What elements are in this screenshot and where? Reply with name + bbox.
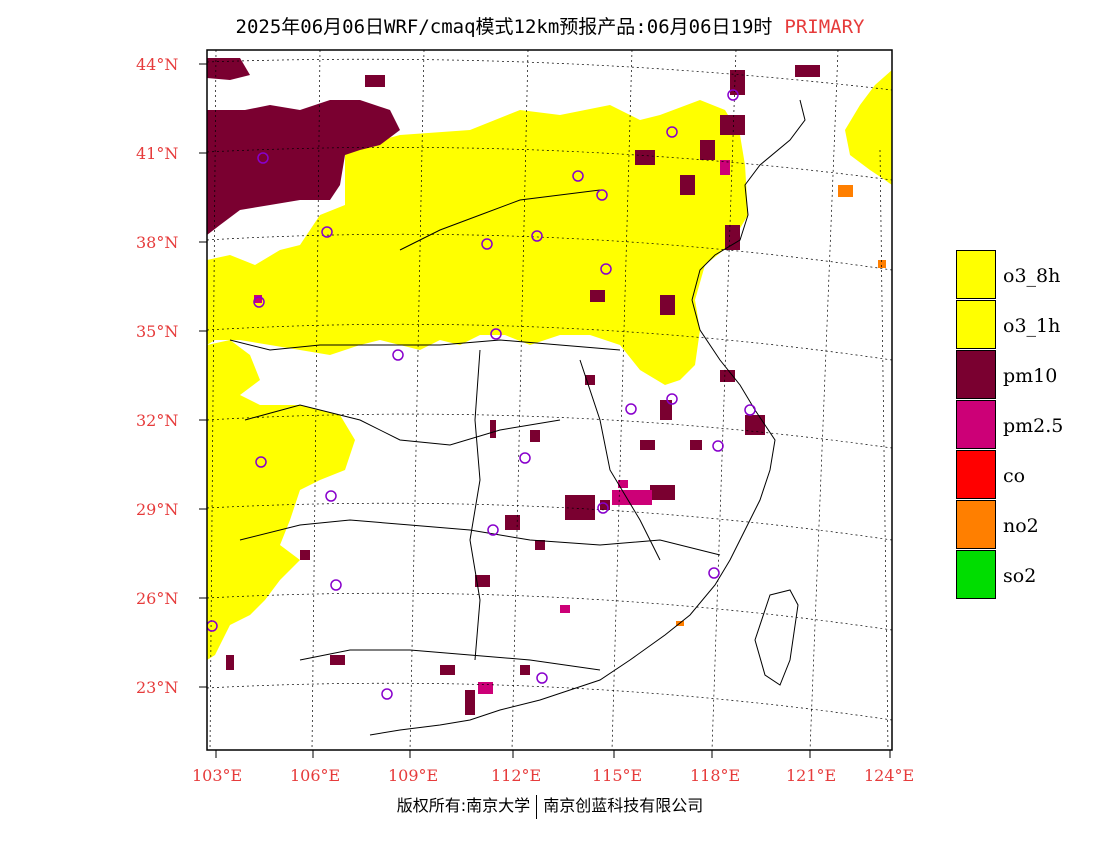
lon-label-103: 103°E xyxy=(192,766,243,785)
lon-label-112: 112°E xyxy=(491,766,542,785)
station-markers xyxy=(207,89,756,700)
footer-left: 版权所有:南京大学 xyxy=(396,796,531,815)
lon-label-121: 121°E xyxy=(786,766,837,785)
lon-label-106: 106°E xyxy=(290,766,341,785)
legend-label-o3-8h: o3_8h xyxy=(1003,265,1061,287)
legend-label-pm10: pm10 xyxy=(1003,365,1058,387)
graticule xyxy=(207,50,892,750)
lon-label-118: 118°E xyxy=(690,766,741,785)
footer-right: 南京创蓝科技有限公司 xyxy=(543,796,704,815)
lat-label-35: 35°N xyxy=(136,322,179,341)
lat-label-23: 23°N xyxy=(136,678,179,697)
pm10-blob-nw xyxy=(207,58,250,80)
o3-region-west xyxy=(207,340,355,660)
lon-label-115: 115°E xyxy=(592,766,643,785)
legend-swatch-pm25 xyxy=(956,400,996,449)
lat-label-41: 41°N xyxy=(136,144,179,163)
o3-region-north xyxy=(207,100,748,385)
footer-separator xyxy=(536,794,538,819)
lat-label-38: 38°N xyxy=(136,233,179,252)
o3-region-northeast xyxy=(845,70,892,185)
legend-label-so2: so2 xyxy=(1003,565,1037,587)
legend-label-o3-1h: o3_1h xyxy=(1003,315,1061,337)
boundaries xyxy=(229,99,806,736)
pm10-region-north xyxy=(207,100,400,235)
copyright-footer: 版权所有:南京大学 南京创蓝科技有限公司 xyxy=(0,792,1100,819)
lat-label-44: 44°N xyxy=(136,55,179,74)
primary-label: PRIMARY xyxy=(784,16,865,38)
map-frame xyxy=(206,49,893,751)
legend-label-no2: no2 xyxy=(1003,515,1039,537)
lat-label-26: 26°N xyxy=(136,589,179,608)
map-title: 2025年06月06日WRF/cmaq模式12km预报产品:06月06日19时 P… xyxy=(0,12,1100,39)
legend-label-pm25: pm2.5 xyxy=(1003,415,1064,437)
legend-swatch-o3-1h xyxy=(956,300,996,349)
legend-swatch-no2 xyxy=(956,500,996,549)
legend-swatch-so2 xyxy=(956,550,996,599)
lon-label-124: 124°E xyxy=(864,766,915,785)
lon-label-109: 109°E xyxy=(388,766,439,785)
lat-label-29: 29°N xyxy=(136,500,179,519)
legend-swatch-co xyxy=(956,450,996,499)
lat-label-32: 32°N xyxy=(136,411,179,430)
legend-swatch-o3-8h xyxy=(956,250,996,299)
axis-ticks xyxy=(199,63,891,758)
legend-swatch-pm10 xyxy=(956,350,996,399)
title-text: 2025年06月06日WRF/cmaq模式12km预报产品:06月06日19时 xyxy=(235,16,773,38)
pm10-patches xyxy=(226,65,820,715)
pm25-patches xyxy=(254,160,730,694)
legend-label-co: co xyxy=(1003,465,1026,487)
